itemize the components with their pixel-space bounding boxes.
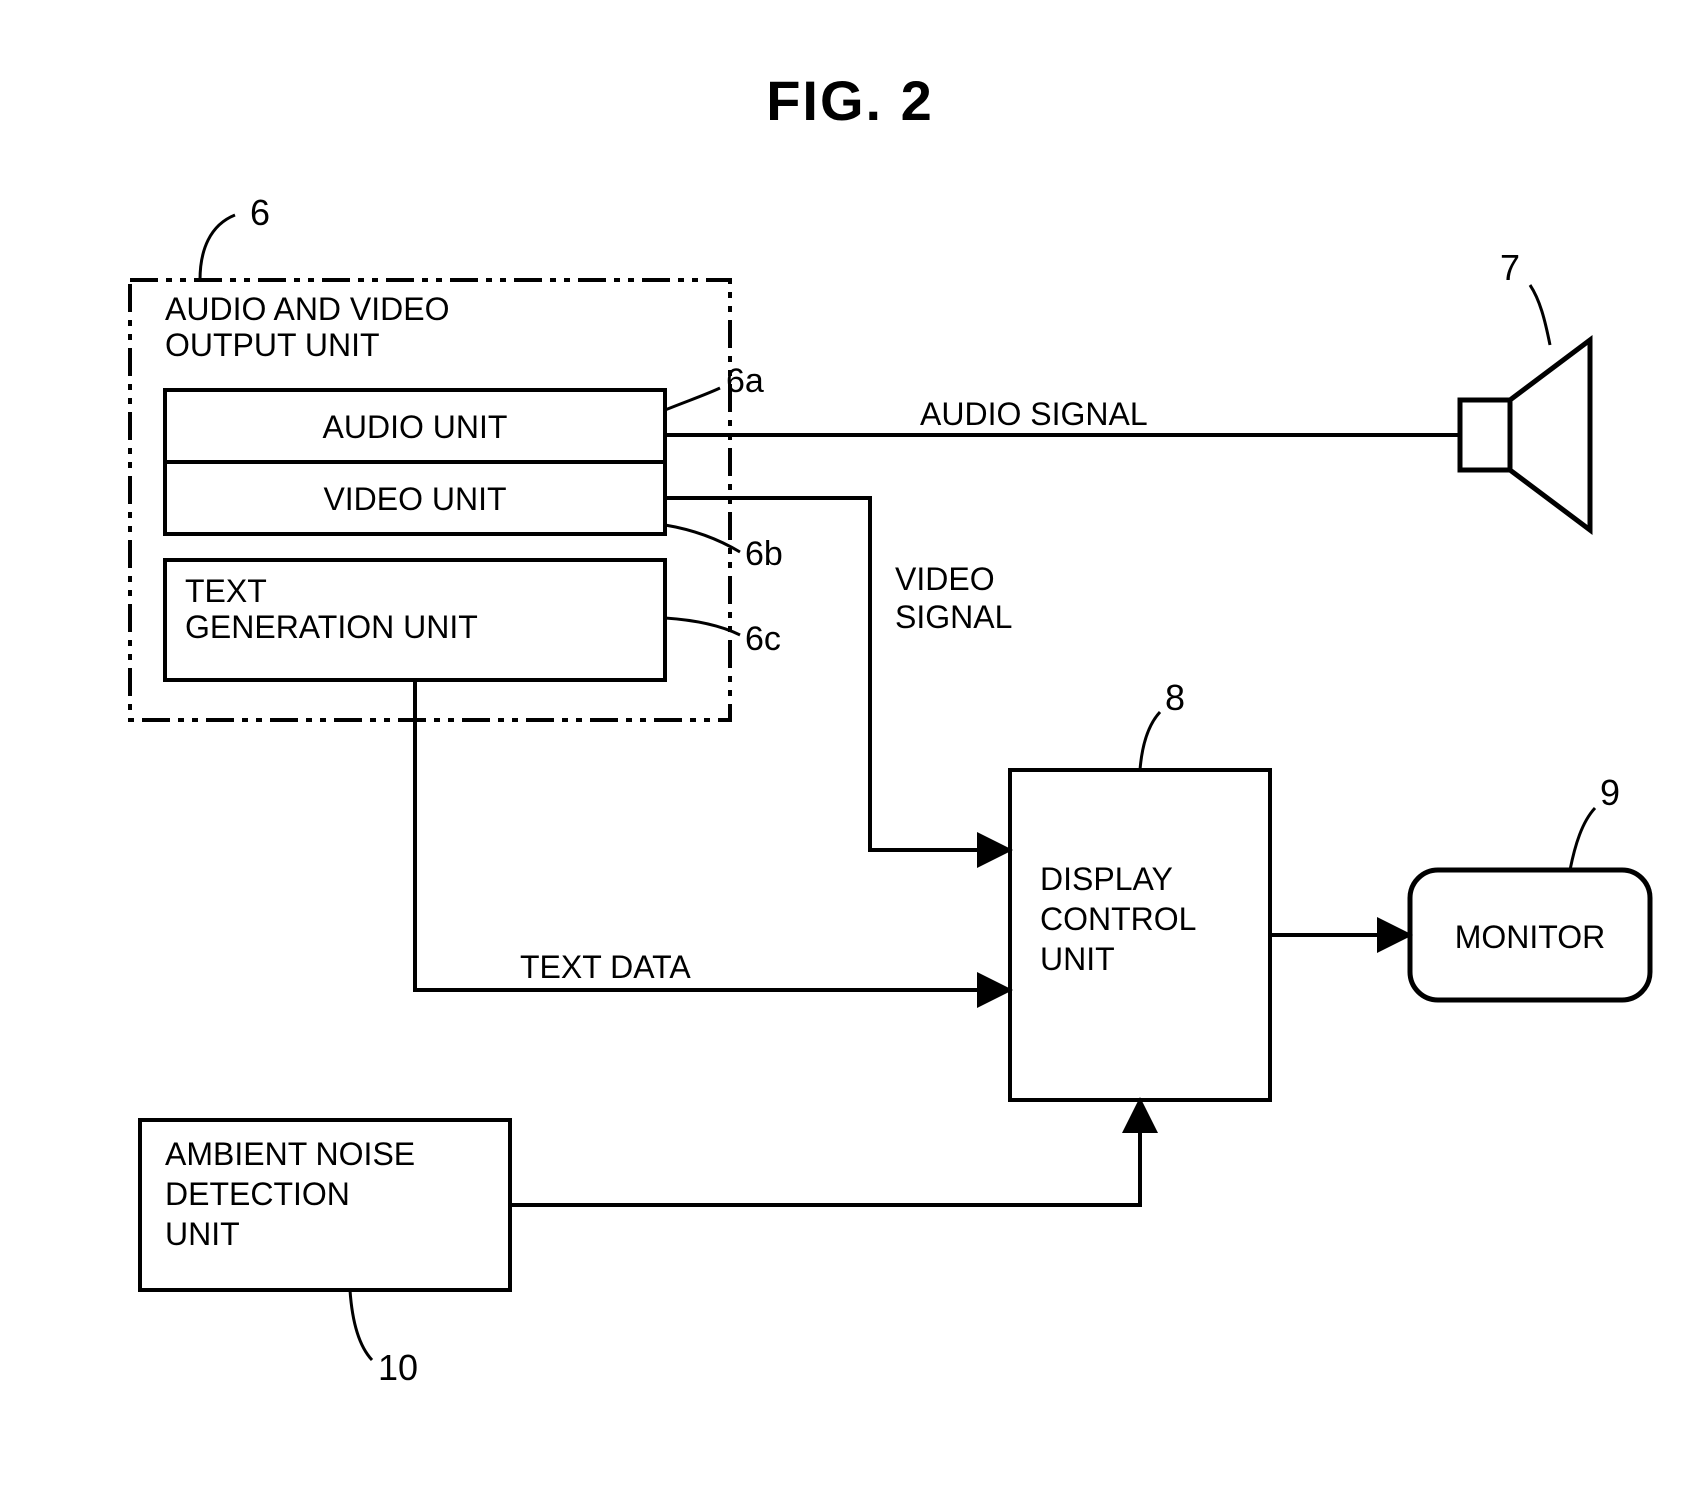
label-audio-signal: AUDIO SIGNAL	[920, 396, 1148, 432]
video-unit-label: VIDEO UNIT	[323, 481, 506, 517]
ref-6a: 6a	[726, 362, 764, 400]
av-output-unit: 6 AUDIO AND VIDEO OUTPUT UNIT AUDIO UNIT…	[130, 192, 783, 720]
monitor-label: MONITOR	[1455, 919, 1606, 955]
ref-10: 10	[378, 1347, 418, 1388]
audio-unit-label: AUDIO UNIT	[323, 409, 508, 445]
label-text-data: TEXT DATA	[520, 949, 691, 985]
ambient-noise-unit: AMBIENT NOISE DETECTION UNIT 10	[140, 1120, 510, 1388]
ref-6: 6	[250, 192, 270, 233]
ref-8: 8	[1165, 677, 1185, 718]
display-control-unit: DISPLAY CONTROL UNIT 8	[1010, 677, 1270, 1100]
speaker-icon: 7	[1460, 247, 1590, 530]
ref-9: 9	[1600, 772, 1620, 813]
wire-video	[665, 498, 1010, 850]
ref-6c: 6c	[745, 620, 781, 658]
figure-title: FIG. 2	[766, 69, 934, 132]
label-video-signal: VIDEO SIGNAL	[895, 561, 1012, 635]
wire-text	[415, 680, 1010, 990]
monitor-block: MONITOR 9	[1410, 772, 1650, 1000]
av-output-title: AUDIO AND VIDEO OUTPUT UNIT	[165, 291, 458, 363]
ref-7: 7	[1500, 247, 1520, 288]
wire-ambient	[510, 1100, 1140, 1205]
ref-6b: 6b	[745, 535, 783, 573]
